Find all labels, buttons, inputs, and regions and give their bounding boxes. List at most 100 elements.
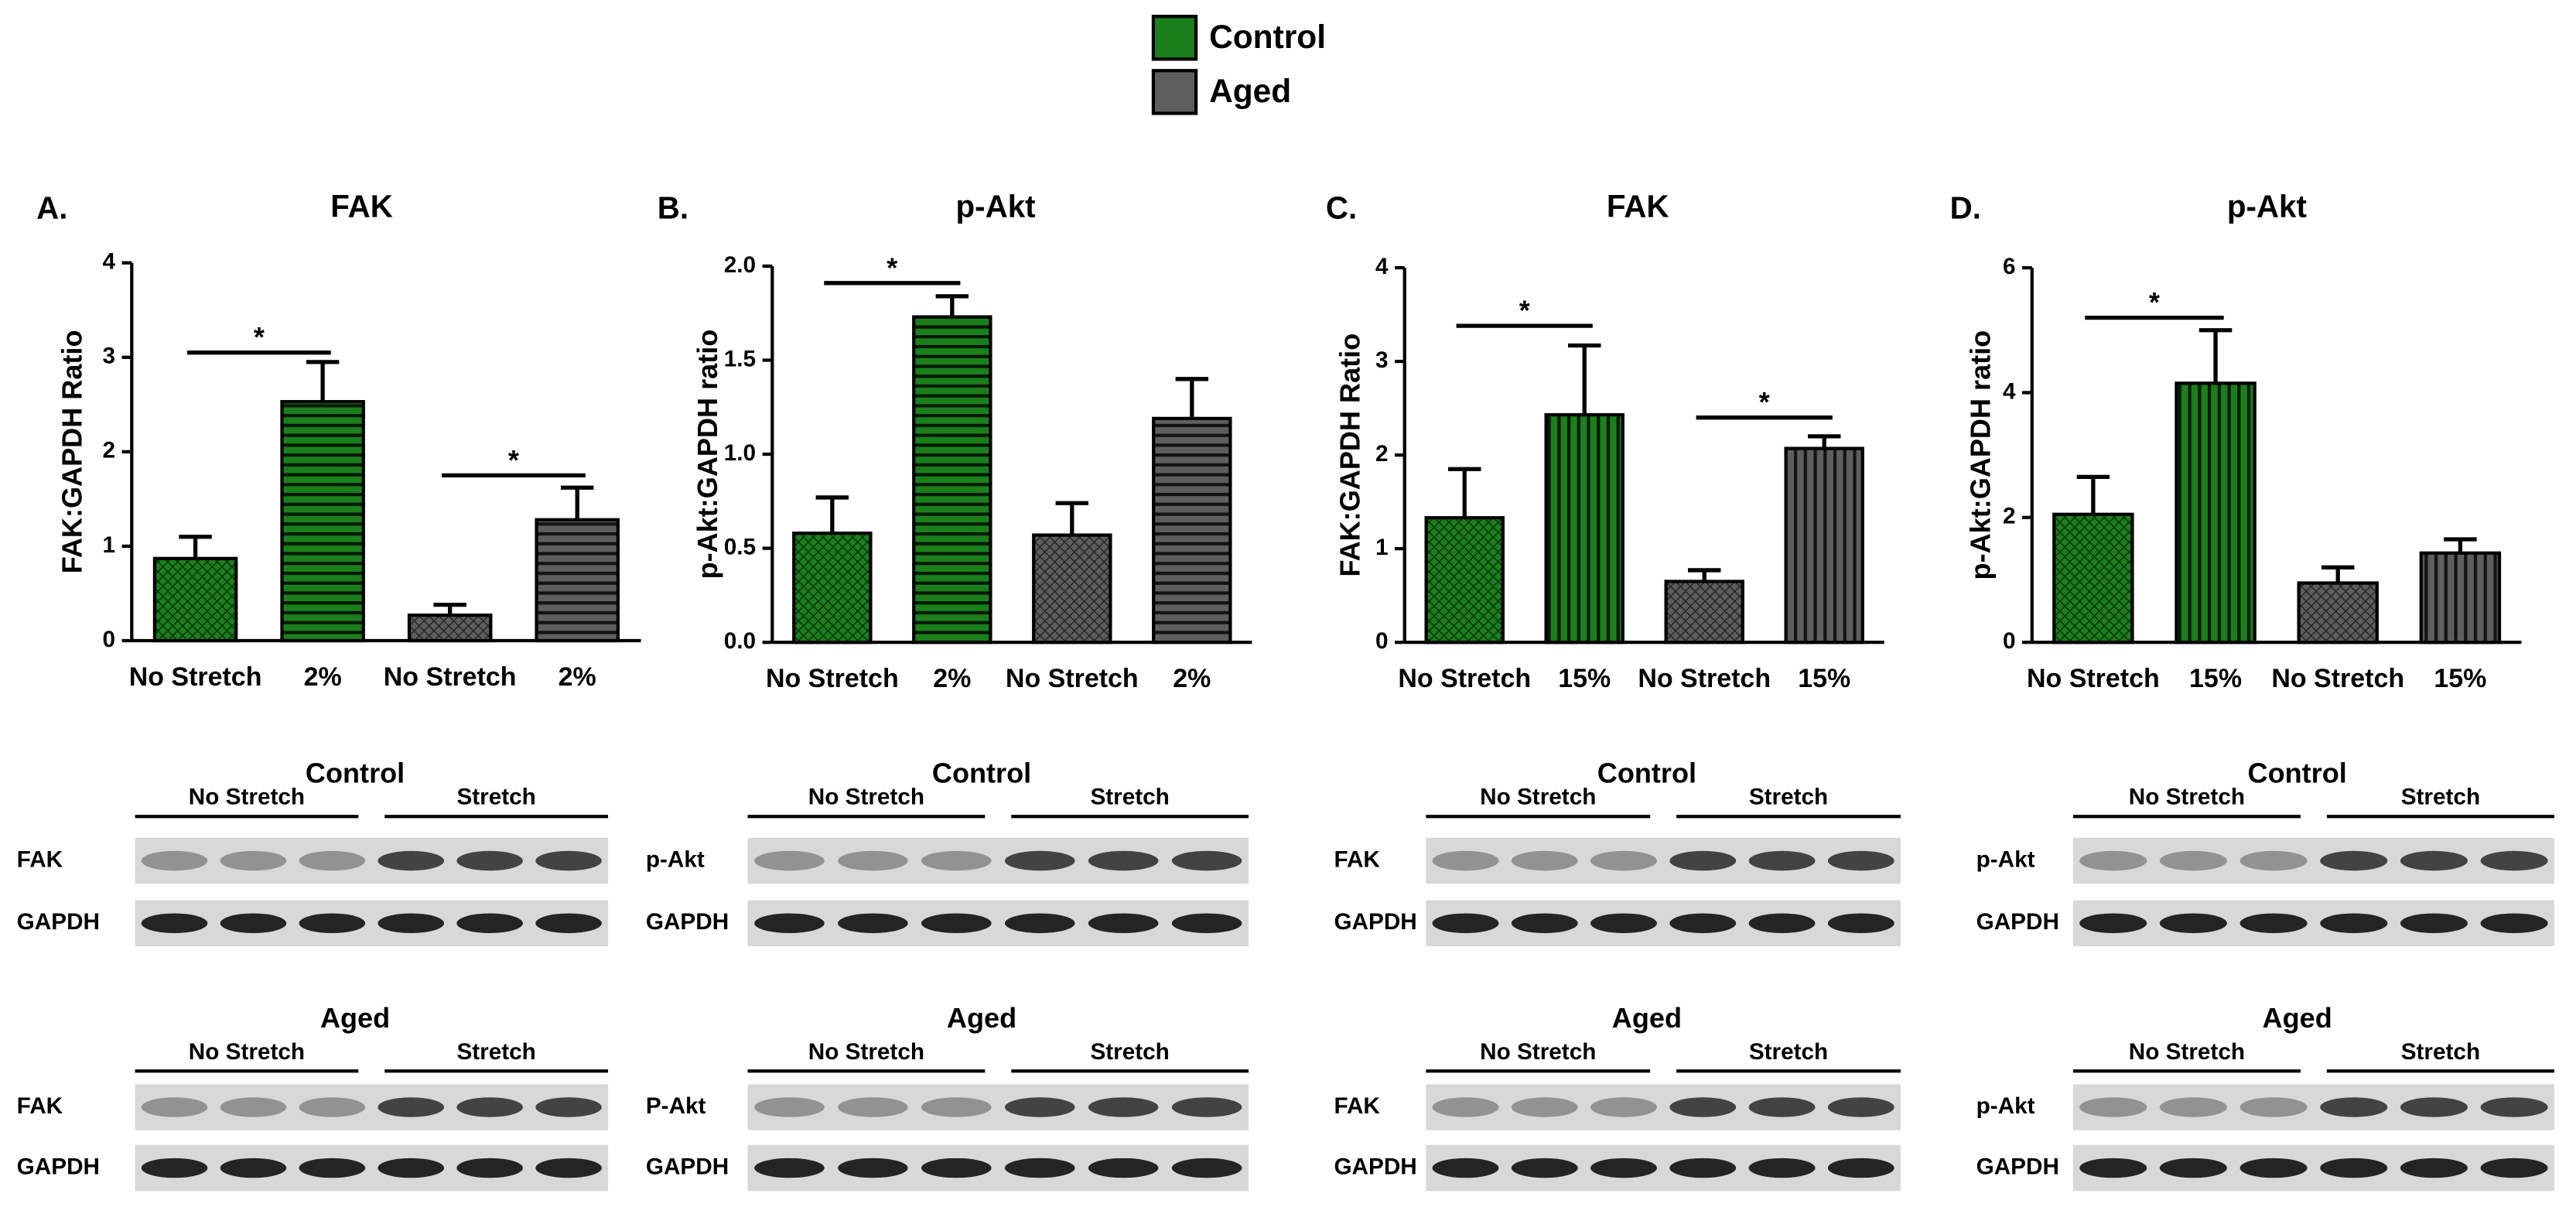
significance-label: * bbox=[2149, 286, 2160, 318]
blot-strip bbox=[747, 1084, 1249, 1130]
bar bbox=[1784, 446, 1864, 645]
blot-band bbox=[141, 913, 208, 933]
blot-band bbox=[2320, 913, 2388, 933]
blot-band bbox=[2400, 1097, 2468, 1117]
blot-band bbox=[1171, 913, 1242, 933]
blot-condition-label: Stretch bbox=[1090, 1039, 1169, 1065]
blot-band bbox=[1827, 850, 1894, 871]
blot-strip bbox=[135, 837, 609, 884]
blot-band bbox=[220, 913, 287, 933]
blot-band bbox=[754, 1158, 825, 1178]
blot-row-label: p-Akt bbox=[1976, 846, 2035, 872]
y-tick-label: 0 bbox=[2003, 628, 2016, 654]
x-tick-label: No Stretch bbox=[2027, 664, 2160, 693]
blot-condition-label: No Stretch bbox=[2129, 1039, 2245, 1065]
significance-label: * bbox=[508, 444, 519, 476]
blot-band bbox=[1827, 913, 1894, 933]
y-tick-label: 0 bbox=[103, 627, 116, 652]
blot-strip bbox=[747, 837, 1249, 884]
x-tick-label: 2% bbox=[559, 662, 596, 692]
bar bbox=[1664, 580, 1744, 645]
blot-group-label: Aged bbox=[1612, 1002, 1682, 1034]
x-tick-label: No Stretch bbox=[129, 662, 262, 692]
blot-condition-label: No Stretch bbox=[1480, 1039, 1596, 1065]
blot-strip bbox=[1426, 1084, 1901, 1130]
y-tick-label: 2 bbox=[2003, 504, 2016, 529]
blot-condition-label: No Stretch bbox=[808, 785, 924, 810]
blot-band bbox=[456, 1097, 523, 1117]
blot-row-label: GAPDH bbox=[17, 1154, 100, 1179]
legend-swatch bbox=[1151, 15, 1198, 61]
legend-label: Control bbox=[1209, 19, 1326, 55]
bar bbox=[2175, 381, 2257, 645]
y-tick-label: 4 bbox=[103, 249, 116, 275]
blot-row-label: P-Akt bbox=[646, 1093, 706, 1119]
blot-band bbox=[1511, 1158, 1578, 1178]
y-tick-label: 3 bbox=[103, 344, 116, 369]
blot-row-label: FAK bbox=[17, 1093, 63, 1119]
blot-band bbox=[1669, 1158, 1737, 1178]
significance-label: * bbox=[887, 251, 897, 283]
x-tick-label: 2% bbox=[304, 662, 342, 692]
bar bbox=[407, 613, 493, 643]
blot-condition-label: Stretch bbox=[2401, 1039, 2480, 1065]
blot-band bbox=[754, 1097, 825, 1117]
blot-row-label: GAPDH bbox=[1334, 909, 1416, 935]
significance-label: * bbox=[254, 321, 265, 353]
blot-band bbox=[2239, 850, 2308, 871]
blot-group-label: Control bbox=[2248, 757, 2347, 789]
blot-band bbox=[456, 913, 523, 933]
blot-condition-label: No Stretch bbox=[189, 1039, 305, 1065]
panel-label: C. bbox=[1326, 190, 1357, 225]
y-tick-label: 1 bbox=[1375, 535, 1389, 560]
y-tick-label: 4 bbox=[2003, 378, 2016, 404]
blot-row-label: FAK bbox=[1334, 1093, 1380, 1119]
panel-label: D. bbox=[1950, 190, 1981, 225]
bar bbox=[2297, 581, 2379, 645]
blot-band bbox=[1590, 850, 1657, 871]
blot-band bbox=[2239, 913, 2308, 933]
blot-band bbox=[921, 913, 992, 933]
chart-title: FAK bbox=[1607, 188, 1669, 224]
blot-band bbox=[1669, 913, 1737, 933]
blot-band bbox=[2159, 913, 2227, 933]
blot-band bbox=[1511, 913, 1578, 933]
bar bbox=[1544, 412, 1625, 645]
significance-label: * bbox=[1759, 386, 1770, 418]
blot-strip bbox=[135, 900, 609, 946]
blot-band bbox=[535, 850, 602, 871]
blot-band bbox=[1432, 913, 1499, 933]
bar bbox=[1152, 416, 1232, 645]
blot-band bbox=[141, 1097, 208, 1117]
blot-row-label: p-Akt bbox=[646, 846, 705, 872]
blot-band bbox=[2320, 850, 2388, 871]
blot-row-label: p-Akt bbox=[1976, 1093, 2035, 1119]
blot-band bbox=[220, 1158, 287, 1178]
blot-band bbox=[220, 1097, 287, 1117]
blot-band bbox=[2480, 913, 2548, 933]
blot-row-label: GAPDH bbox=[1976, 909, 2059, 935]
bar bbox=[2052, 512, 2134, 645]
blot-group-label: Control bbox=[1597, 757, 1696, 789]
blot-band bbox=[1004, 1097, 1075, 1117]
blot-band bbox=[141, 1158, 208, 1178]
blot-row-label: FAK bbox=[1334, 846, 1380, 872]
blot-band bbox=[838, 1097, 908, 1117]
blot-band bbox=[1432, 850, 1499, 871]
blot-band bbox=[1590, 913, 1657, 933]
y-tick-label: 1 bbox=[103, 532, 116, 558]
x-tick-label: No Stretch bbox=[1006, 664, 1139, 693]
blot-band bbox=[299, 1158, 366, 1178]
blot-band bbox=[1827, 1158, 1894, 1178]
blot-band bbox=[2079, 913, 2147, 933]
blot-band bbox=[378, 1097, 445, 1117]
x-tick-label: 15% bbox=[1798, 664, 1850, 693]
significance-label: * bbox=[1519, 295, 1530, 327]
blot-band bbox=[220, 850, 287, 871]
y-tick-label: 1.0 bbox=[724, 440, 756, 466]
blot-band bbox=[456, 1158, 523, 1178]
blot-row-label: FAK bbox=[17, 846, 63, 872]
blot-row-label: GAPDH bbox=[17, 909, 100, 935]
blot-group-label: Control bbox=[932, 757, 1031, 789]
